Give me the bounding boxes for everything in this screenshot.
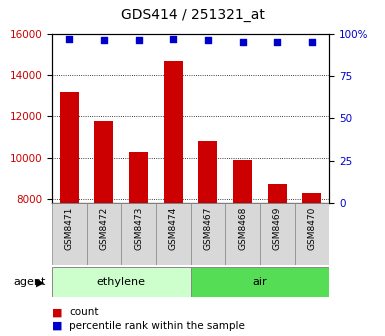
Bar <box>129 152 148 203</box>
Text: GSM8467: GSM8467 <box>203 206 213 250</box>
Bar <box>198 141 218 203</box>
Point <box>136 38 142 43</box>
Point <box>309 39 315 45</box>
Text: agent: agent <box>13 277 46 287</box>
Point <box>205 38 211 43</box>
Bar <box>302 193 321 203</box>
Text: count: count <box>69 307 99 318</box>
Bar <box>233 160 252 203</box>
Bar <box>191 267 329 297</box>
Text: ■: ■ <box>52 307 62 318</box>
Text: air: air <box>253 277 267 287</box>
Bar <box>52 267 191 297</box>
Bar <box>295 203 329 265</box>
Text: ethylene: ethylene <box>97 277 146 287</box>
Text: GDS414 / 251321_at: GDS414 / 251321_at <box>121 8 264 23</box>
Bar <box>60 91 79 203</box>
Text: percentile rank within the sample: percentile rank within the sample <box>69 321 245 331</box>
Text: ▶: ▶ <box>36 277 44 287</box>
Bar <box>156 203 191 265</box>
Bar <box>225 203 260 265</box>
Bar <box>52 203 87 265</box>
Text: GSM8471: GSM8471 <box>65 206 74 250</box>
Text: GSM8469: GSM8469 <box>273 206 282 250</box>
Bar <box>164 60 183 203</box>
Point <box>101 38 107 43</box>
Bar <box>260 203 295 265</box>
Bar <box>121 203 156 265</box>
Bar <box>268 183 287 203</box>
Point <box>66 36 72 41</box>
Bar <box>87 203 121 265</box>
Text: GSM8472: GSM8472 <box>99 206 109 250</box>
Point <box>239 39 246 45</box>
Text: GSM8470: GSM8470 <box>307 206 316 250</box>
Text: GSM8473: GSM8473 <box>134 206 143 250</box>
Text: GSM8468: GSM8468 <box>238 206 247 250</box>
Point <box>170 36 176 41</box>
Text: GSM8474: GSM8474 <box>169 206 178 250</box>
Point <box>274 39 280 45</box>
Text: ■: ■ <box>52 321 62 331</box>
Bar <box>191 203 225 265</box>
Bar <box>94 121 114 203</box>
